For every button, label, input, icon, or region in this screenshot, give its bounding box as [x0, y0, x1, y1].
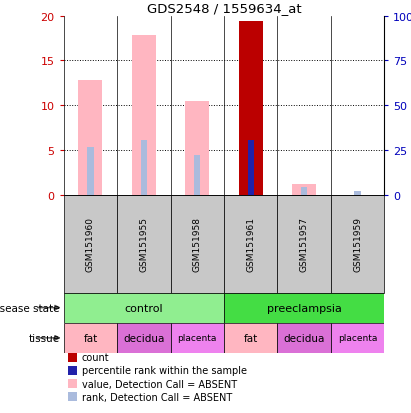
Bar [224, 196, 277, 293]
Bar [331, 196, 384, 293]
Text: fat: fat [83, 333, 97, 343]
Bar [79, 81, 102, 196]
Title: GDS2548 / 1559634_at: GDS2548 / 1559634_at [147, 2, 301, 15]
Bar [224, 293, 384, 323]
Bar [194, 155, 201, 196]
Bar [171, 196, 224, 293]
Bar [171, 323, 224, 353]
Text: GSM151958: GSM151958 [193, 217, 202, 272]
Text: decidua: decidua [284, 333, 325, 343]
Bar [141, 141, 147, 196]
Text: count: count [82, 352, 109, 362]
Bar [64, 323, 117, 353]
Text: GSM151961: GSM151961 [246, 217, 255, 272]
Bar [292, 185, 316, 196]
Bar [277, 196, 331, 293]
Bar [64, 196, 117, 293]
Text: tissue: tissue [28, 333, 60, 343]
Text: placenta: placenta [338, 334, 377, 342]
Bar [239, 22, 263, 196]
Bar [64, 293, 224, 323]
Bar [117, 196, 171, 293]
Bar [87, 147, 94, 196]
Text: GSM151960: GSM151960 [86, 217, 95, 272]
Text: GSM151955: GSM151955 [139, 217, 148, 272]
Text: preeclampsia: preeclampsia [267, 303, 342, 313]
Bar [354, 191, 361, 196]
Bar [117, 323, 171, 353]
Text: GSM151957: GSM151957 [300, 217, 309, 272]
Bar [247, 141, 254, 196]
Bar [224, 323, 277, 353]
Text: value, Detection Call = ABSENT: value, Detection Call = ABSENT [82, 379, 237, 389]
Text: decidua: decidua [123, 333, 164, 343]
Text: placenta: placenta [178, 334, 217, 342]
Text: disease state: disease state [0, 303, 60, 313]
Bar [301, 188, 307, 196]
Text: GSM151959: GSM151959 [353, 217, 362, 272]
Bar [185, 102, 209, 196]
Text: fat: fat [244, 333, 258, 343]
Bar [277, 323, 331, 353]
Text: rank, Detection Call = ABSENT: rank, Detection Call = ABSENT [82, 392, 232, 402]
Bar [331, 323, 384, 353]
Text: percentile rank within the sample: percentile rank within the sample [82, 366, 247, 375]
Bar [132, 36, 156, 196]
Text: control: control [125, 303, 163, 313]
